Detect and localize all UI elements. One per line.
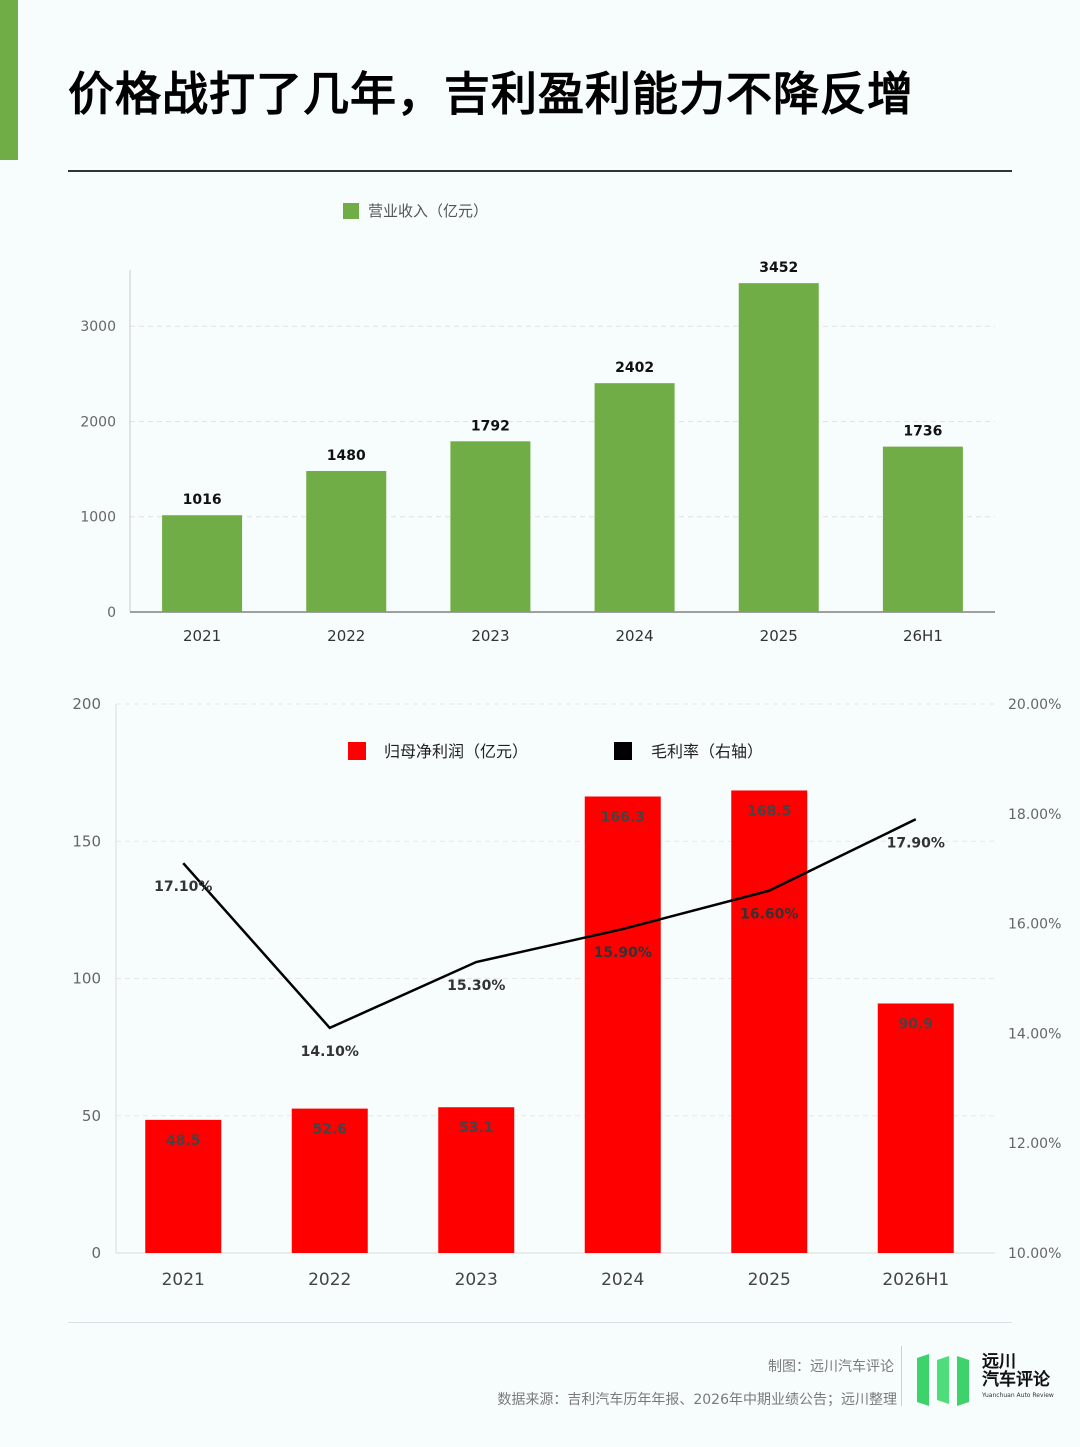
legend-swatch-net-profit bbox=[348, 742, 366, 760]
net-profit-data-label: 90.9 bbox=[898, 1016, 933, 1032]
y2-tick-label: 14.00% bbox=[1008, 1026, 1061, 1042]
y2-tick-label: 16.00% bbox=[1008, 917, 1061, 933]
x-tick-label: 2025 bbox=[748, 1270, 791, 1290]
revenue-data-label: 1736 bbox=[903, 424, 942, 440]
legend-label-revenue: 营业收入（亿元） bbox=[368, 202, 488, 220]
y2-tick-label: 10.00% bbox=[1008, 1246, 1061, 1262]
gross-margin-data-label: 15.90% bbox=[594, 945, 652, 961]
y-tick-label: 0 bbox=[91, 1244, 101, 1262]
revenue-bar bbox=[162, 515, 243, 612]
y-tick-label: 3000 bbox=[80, 319, 116, 335]
gross-margin-data-label: 15.30% bbox=[447, 978, 505, 994]
x-tick-label: 2022 bbox=[308, 1270, 351, 1290]
net-profit-bar bbox=[877, 1003, 954, 1253]
net-profit-bar bbox=[291, 1108, 368, 1253]
revenue-data-label: 3452 bbox=[759, 260, 798, 276]
revenue-data-label: 1480 bbox=[327, 448, 366, 464]
revenue-bar bbox=[594, 383, 675, 612]
gross-margin-data-label: 17.90% bbox=[887, 835, 945, 851]
y-tick-label: 200 bbox=[72, 695, 101, 713]
x-tick-label: 2022 bbox=[327, 627, 365, 645]
revenue-bar bbox=[306, 471, 387, 612]
gross-margin-line bbox=[182, 818, 917, 1030]
y2-tick-label: 18.00% bbox=[1008, 807, 1061, 823]
revenue-bar bbox=[450, 441, 531, 612]
revenue-bar bbox=[882, 446, 963, 612]
gross-margin-data-label: 16.60% bbox=[740, 907, 798, 923]
revenue-bar bbox=[738, 283, 819, 612]
brand-name: 远川 汽车评论 bbox=[982, 1353, 1050, 1389]
legend-swatch-revenue bbox=[343, 203, 359, 219]
footer-divider bbox=[68, 1322, 1012, 1323]
y-tick-label: 150 bbox=[72, 832, 101, 850]
x-tick-label: 2025 bbox=[760, 627, 798, 645]
x-tick-label: 2023 bbox=[455, 1270, 498, 1290]
net-profit-data-label: 53.1 bbox=[459, 1120, 494, 1136]
net-profit-bar bbox=[145, 1119, 222, 1253]
brand-name-line1: 远川 bbox=[982, 1352, 1016, 1372]
data-source: 数据来源：吉利汽车历年年报、2026年中期业绩公告；远川整理 bbox=[497, 1392, 897, 1408]
x-tick-label: 2024 bbox=[601, 1270, 644, 1290]
y2-tick-label: 20.00% bbox=[1008, 697, 1061, 713]
footer-separator bbox=[901, 1346, 902, 1406]
revenue-data-label: 1792 bbox=[471, 418, 510, 434]
x-tick-label: 26H1 bbox=[903, 627, 943, 645]
net-profit-data-label: 48.5 bbox=[166, 1133, 201, 1149]
y2-tick-label: 12.00% bbox=[1008, 1136, 1061, 1152]
brand-name-line2: 汽车评论 bbox=[982, 1370, 1050, 1390]
y-tick-label: 100 bbox=[72, 970, 101, 988]
brand-logo-icon bbox=[917, 1354, 969, 1406]
y-tick-label: 0 bbox=[107, 605, 116, 621]
revenue-data-label: 2402 bbox=[615, 360, 654, 376]
net-profit-data-label: 52.6 bbox=[312, 1122, 347, 1138]
net-profit-bar bbox=[438, 1107, 515, 1253]
revenue-data-label: 1016 bbox=[183, 492, 222, 508]
gross-margin-data-label: 14.10% bbox=[301, 1044, 359, 1060]
accent-bar bbox=[0, 0, 18, 160]
title-divider bbox=[68, 170, 1012, 172]
x-tick-label: 2026H1 bbox=[882, 1270, 949, 1290]
gross-margin-data-label: 17.10% bbox=[154, 879, 212, 895]
net-profit-bar bbox=[584, 796, 661, 1253]
revenue-chart: 营业收入（亿元） 0 1000 2000 3000 1016 2021 1480 2022 179… bbox=[80, 202, 995, 645]
legend-label-net-profit: 归母净利润（亿元） bbox=[384, 742, 528, 761]
legend-label-gross-margin: 毛利率（右轴） bbox=[651, 742, 763, 761]
y-tick-label: 50 bbox=[82, 1107, 101, 1125]
y-tick-label: 2000 bbox=[80, 414, 116, 430]
profit-margin-chart: 0 50 100 150 200 10.00% 12.00% 14.00% 16.00% 18.0… bbox=[72, 695, 1061, 1290]
brand-tagline: Yuanchuan Auto Review bbox=[982, 1392, 1054, 1399]
net-profit-bar bbox=[731, 790, 808, 1253]
x-tick-label: 2021 bbox=[162, 1270, 205, 1290]
x-tick-label: 2024 bbox=[615, 627, 653, 645]
x-tick-label: 2023 bbox=[471, 627, 509, 645]
page-title: 价格战打了几年，吉利盈利能力不降反增 bbox=[68, 67, 914, 121]
legend-swatch-gross-margin bbox=[614, 742, 632, 760]
net-profit-data-label: 166.3 bbox=[601, 810, 645, 826]
x-tick-label: 2021 bbox=[183, 627, 221, 645]
net-profit-data-label: 168.5 bbox=[747, 803, 791, 819]
y-tick-label: 1000 bbox=[80, 510, 116, 526]
chart-credit: 制图：远川汽车评论 bbox=[768, 1359, 894, 1375]
